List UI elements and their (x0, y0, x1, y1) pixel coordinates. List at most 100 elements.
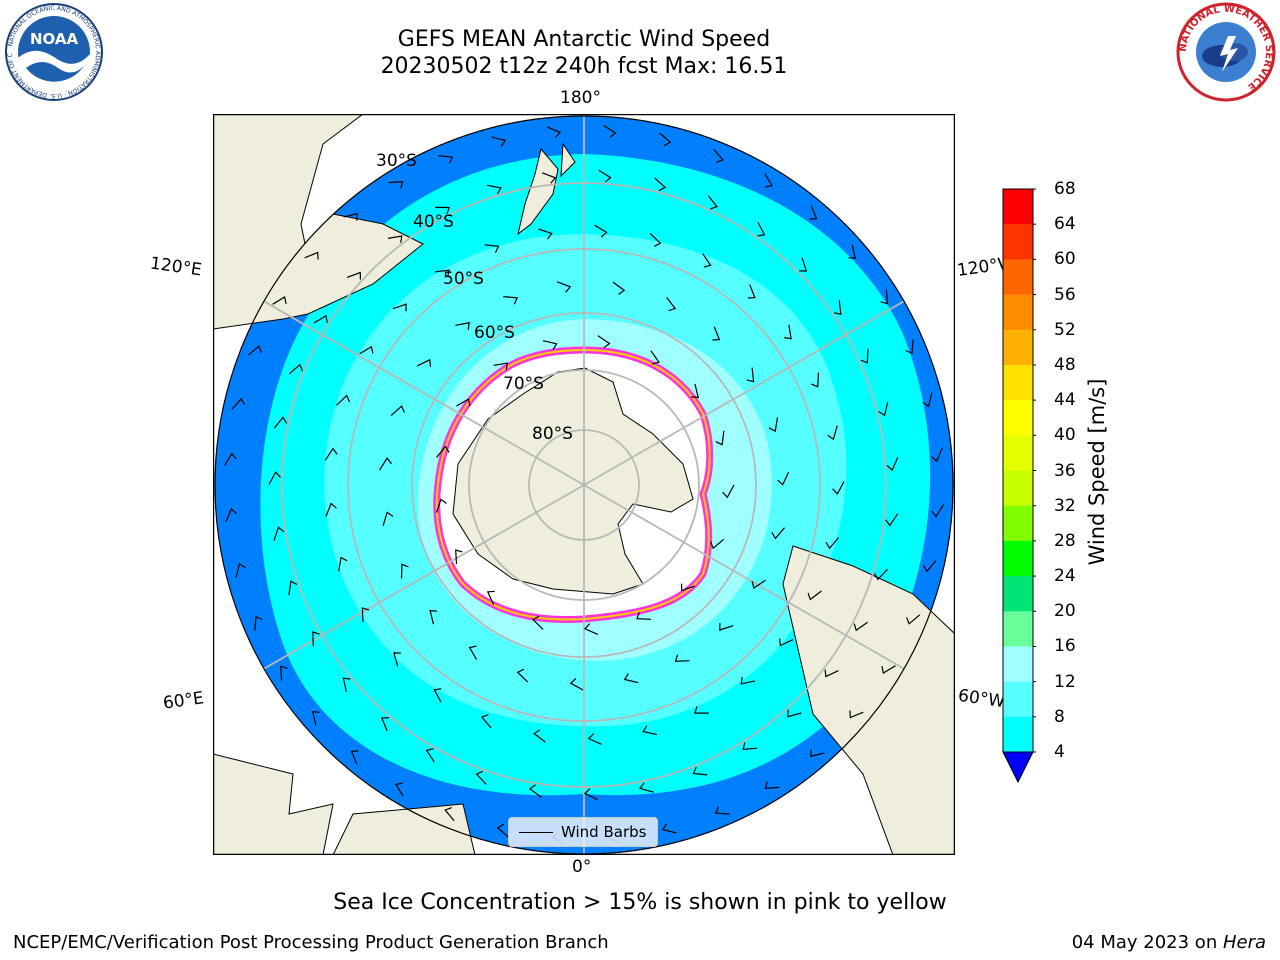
wind-barb (710, 538, 725, 550)
colorbar-tick-label: 68 (1054, 179, 1076, 199)
wind-barb (533, 729, 546, 743)
lat-label-80s: 80°S (532, 424, 573, 444)
colorbar-segment (1003, 576, 1033, 612)
lat-label-30s: 30°S (376, 151, 417, 171)
wind-barb (438, 155, 454, 164)
wind-barb (436, 445, 450, 458)
colorbar-tick-label: 44 (1054, 390, 1076, 411)
wind-barb (833, 300, 842, 315)
lat-label-60s: 60°S (474, 323, 515, 343)
wind-barb (338, 556, 348, 572)
wind-barb (809, 205, 818, 220)
wind-barb (395, 782, 404, 797)
wind-barb (380, 717, 389, 732)
wind-barb (878, 401, 889, 417)
wind-barb (597, 335, 611, 349)
wind-barb (799, 257, 808, 272)
wind-barb (692, 766, 708, 776)
wind-barb (487, 184, 502, 195)
wind-barb (325, 502, 337, 517)
wind-barb (881, 665, 896, 674)
colorbar-segment (1003, 681, 1033, 718)
wind-barb (235, 562, 246, 578)
wind-barb (906, 614, 921, 625)
wind-barb (787, 709, 802, 718)
wind-barb (433, 688, 442, 703)
wind-barb (779, 638, 794, 647)
wind-barb (777, 471, 790, 486)
colorbar-segment (1003, 505, 1033, 542)
wind-barb (429, 609, 438, 625)
plot-subtitle: 20230502 t12z 240h fcst Max: 16.51 (380, 54, 788, 79)
wind-barb (587, 733, 602, 745)
wind-barb (272, 296, 287, 305)
wind-barb (922, 392, 933, 408)
wind-barb (531, 615, 544, 630)
wind-barb (848, 244, 857, 259)
wind-barb (757, 222, 766, 237)
wind-barb (832, 481, 845, 495)
wind-barb (416, 358, 432, 367)
colorbar-segment (1003, 611, 1033, 647)
wind-barb (311, 711, 320, 726)
wind-barb (435, 206, 451, 215)
colorbar-segment (1003, 294, 1033, 331)
wind-barb (810, 749, 825, 758)
colorbar-tick-label: 36 (1054, 460, 1076, 481)
colorbar-tick-label: 40 (1054, 425, 1076, 446)
wind-barb (346, 271, 361, 280)
lon-label-120e: 120°E (148, 253, 203, 281)
wind-barbs-legend: Wind Barbs (508, 817, 658, 847)
wind-barb (425, 748, 435, 763)
wind-barb (747, 284, 756, 299)
colorbar-tick-label: 28 (1054, 530, 1076, 551)
wind-barb (874, 568, 888, 581)
wind-barb (849, 710, 864, 719)
colorbar-tick-label: 8 (1054, 706, 1065, 727)
wind-barb (771, 527, 785, 540)
wind-barb (693, 706, 709, 714)
lon-label-60w: 60°W (956, 685, 1007, 713)
map-panel (213, 114, 955, 855)
colorbar-segment (1003, 189, 1033, 225)
wind-barb (392, 303, 407, 312)
wind-field (215, 116, 953, 854)
wind-barb (764, 781, 780, 790)
wind-barb (350, 750, 359, 765)
wind-barb (659, 132, 672, 147)
wind-barb (342, 677, 351, 693)
wind-barb (516, 668, 529, 683)
wind-barb (583, 623, 599, 635)
lon-label-60e: 60°E (161, 688, 206, 714)
colorbar-tick-label: 16 (1054, 636, 1076, 657)
wind-barb (546, 126, 562, 138)
wind-barb (475, 770, 487, 785)
graticule (215, 116, 953, 854)
noaa-logo: NATIONAL OCEANIC AND ATMOSPHERIC ADMINIS… (4, 2, 103, 101)
wind-barb (288, 580, 298, 596)
wind-barb (387, 235, 403, 243)
nws-logo: NATIONAL WEATHER SERVICE (1176, 2, 1276, 102)
colorbar (1002, 188, 1036, 784)
wind-barb (273, 526, 285, 541)
wind-barb (528, 784, 542, 798)
wind-barb (225, 507, 237, 523)
wind-barb (825, 537, 840, 550)
wind-barb (764, 173, 773, 188)
colorbar-label: Wind Speed [m/s] (1085, 378, 1109, 566)
wind-barb (784, 324, 792, 340)
lon-label-180: 180° (560, 88, 601, 108)
wind-barb (702, 253, 712, 268)
wind-barb (468, 645, 478, 660)
wind-barb (455, 322, 470, 330)
colorbar-tick-label: 48 (1054, 354, 1076, 375)
wind-barb (279, 665, 288, 681)
wind-barbs (223, 124, 945, 846)
colorbar-segment (1003, 716, 1033, 753)
wind-barb (594, 224, 608, 238)
wind-barb (486, 590, 495, 605)
wind-barb (583, 788, 598, 801)
colorbar-tick-label: 52 (1054, 319, 1076, 340)
wind-barb (493, 362, 509, 371)
colorbar-segment (1003, 224, 1033, 260)
